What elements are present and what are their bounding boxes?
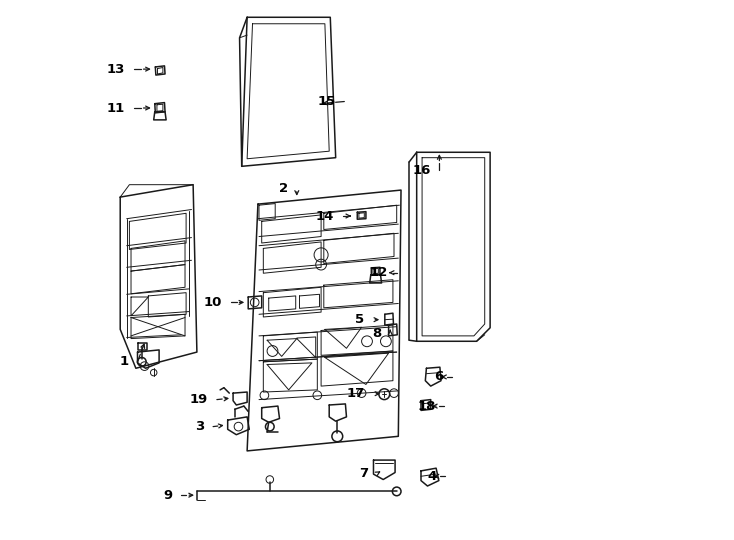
Text: 1: 1	[120, 355, 129, 368]
Text: 12: 12	[370, 266, 388, 279]
Text: 13: 13	[106, 63, 125, 76]
Text: 18: 18	[417, 400, 435, 413]
Text: 3: 3	[195, 420, 205, 433]
Text: 9: 9	[163, 489, 172, 502]
Text: 19: 19	[190, 393, 208, 406]
Text: 15: 15	[317, 95, 335, 108]
Text: 8: 8	[372, 327, 382, 340]
Text: 7: 7	[359, 467, 368, 480]
Text: 6: 6	[434, 370, 443, 383]
Text: 5: 5	[355, 313, 364, 326]
Text: 10: 10	[204, 296, 222, 309]
Text: 2: 2	[279, 183, 288, 195]
Text: 14: 14	[316, 210, 334, 222]
Text: 17: 17	[346, 387, 365, 400]
Text: 4: 4	[427, 470, 437, 483]
Text: 11: 11	[107, 102, 125, 114]
Text: 16: 16	[413, 164, 431, 177]
